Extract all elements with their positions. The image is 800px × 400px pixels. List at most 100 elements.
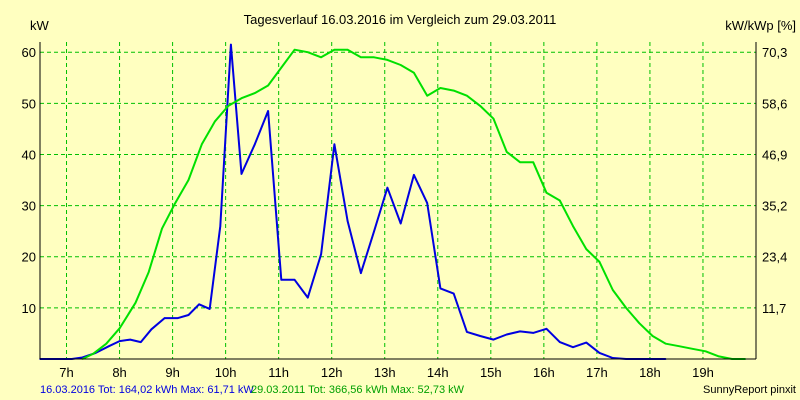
data-point-1-41 [625,307,627,309]
x-tick-label-18h: 18h [639,365,661,380]
data-point-1-47 [704,350,707,353]
x-tick-label-8h: 8h [112,365,126,380]
y-tick-label-right-70,3: 70,3 [762,45,787,60]
y-tick-label-right-46,9: 46,9 [762,147,787,162]
data-point-0-9 [163,317,166,319]
data-point-0-33 [466,331,468,333]
data-point-1-29 [466,94,468,97]
x-tick-label-17h: 17h [586,365,608,380]
series-line-16.03.2016 [40,43,666,360]
data-point-1-3 [118,327,121,330]
y-tick-label-right-23,4: 23,4 [762,250,787,265]
data-point-1-11 [227,105,230,107]
data-point-0-7 [140,341,142,343]
data-point-1-6 [161,227,163,230]
data-point-1-32 [505,151,508,153]
y-axis-label-right: kW/kWp [%] [725,18,796,33]
data-point-1-1 [92,353,94,355]
y-tick-label-left-60: 60 [22,45,36,60]
data-point-1-36 [559,199,561,202]
data-point-1-19 [333,48,336,51]
data-point-1-39 [598,261,601,263]
footer-series-2016: 16.03.2016 Tot: 164,02 kWh Max: 61,71 kW [40,384,254,396]
data-point-1-45 [678,345,680,348]
data-point-0-38 [532,332,534,334]
data-point-0-22 [320,253,322,255]
data-point-0-28 [399,222,402,225]
data-point-0-17 [254,143,256,146]
data-point-0-6 [129,338,131,341]
data-point-1-42 [638,322,641,325]
series-layer [39,43,747,360]
x-tick-label-14h: 14h [427,365,449,380]
data-point-0-37 [519,330,521,333]
x-tick-label-15h: 15h [480,365,502,380]
grid-layer [40,42,756,359]
data-point-0-31 [439,287,442,290]
data-point-0-4 [108,345,110,348]
y-tick-label-left-20: 20 [22,250,36,265]
data-point-0-32 [452,292,455,295]
chart-title: Tagesverlauf 16.03.2016 im Vergleich zum… [244,12,557,27]
data-point-0-26 [373,230,375,232]
data-point-1-10 [214,120,216,123]
data-point-1-9 [201,143,203,146]
axis-layer [39,42,757,360]
data-point-1-8 [187,179,190,181]
data-point-1-2 [105,342,108,345]
data-point-0-5 [118,340,121,342]
data-point-0-27 [386,186,389,189]
data-point-1-38 [585,248,588,250]
data-point-1-20 [346,48,349,51]
data-point-0-19 [280,279,283,281]
y-tick-label-left-50: 50 [22,96,36,111]
footer-series-2011: 29.03.2011 Tot: 366,56 kWh Max: 52,73 kW [251,384,465,396]
chart-footer: 16.03.2016 Tot: 164,02 kWh Max: 61,71 kW… [40,384,796,396]
data-point-0-16 [240,173,243,175]
data-point-0-43 [598,352,601,354]
data-point-0-44 [612,357,614,359]
data-point-1-24 [399,64,402,66]
data-point-1-46 [691,348,694,350]
data-point-0-42 [585,341,588,344]
data-point-0-18 [267,110,269,112]
x-tick-label-10h: 10h [215,365,237,380]
y-tick-label-right-58,6: 58,6 [762,96,787,111]
y-tick-label-right-11,7: 11,7 [762,301,786,316]
y-tick-label-left-30: 30 [22,199,36,214]
data-point-0-15 [230,43,232,46]
data-point-1-22 [373,56,375,59]
data-point-0-35 [492,338,495,341]
footer-credit: SunnyReport pinxit [703,384,796,396]
data-point-0-12 [198,303,200,306]
data-point-1-33 [519,161,521,163]
data-point-0-13 [208,308,211,310]
y-tick-label-left-10: 10 [22,301,36,316]
data-point-1-35 [545,192,548,194]
x-tick-label-16h: 16h [533,365,555,380]
data-point-0-21 [307,296,309,299]
x-tick-label-19h: 19h [692,365,714,380]
data-point-0-41 [572,346,574,349]
data-point-1-30 [479,105,482,107]
data-point-1-18 [320,56,322,59]
x-tick-label-12h: 12h [321,365,343,380]
data-point-1-48 [718,355,720,358]
data-point-1-37 [572,225,574,227]
x-tick-label-11h: 11h [268,365,289,380]
data-point-0-10 [177,317,179,319]
data-point-0-24 [346,220,349,222]
data-point-0-20 [293,279,296,281]
data-point-1-28 [452,89,455,92]
data-point-1-13 [254,92,256,94]
data-point-1-44 [665,342,667,345]
x-tick-label-9h: 9h [165,365,179,380]
y-axis-label-left: kW [30,18,50,33]
data-point-1-21 [360,56,362,59]
y-tick-label-right-35,2: 35,2 [762,199,787,214]
data-point-0-25 [360,272,362,274]
tick-label-layer: 7h 8h 9h 10h 11h 12h 13h 14h 15h 16h 17h 18h 19h 10 20… [22,45,788,380]
series-line-29.03.2011 [81,48,746,360]
data-point-0-11 [187,314,190,316]
data-point-0-8 [150,328,153,331]
